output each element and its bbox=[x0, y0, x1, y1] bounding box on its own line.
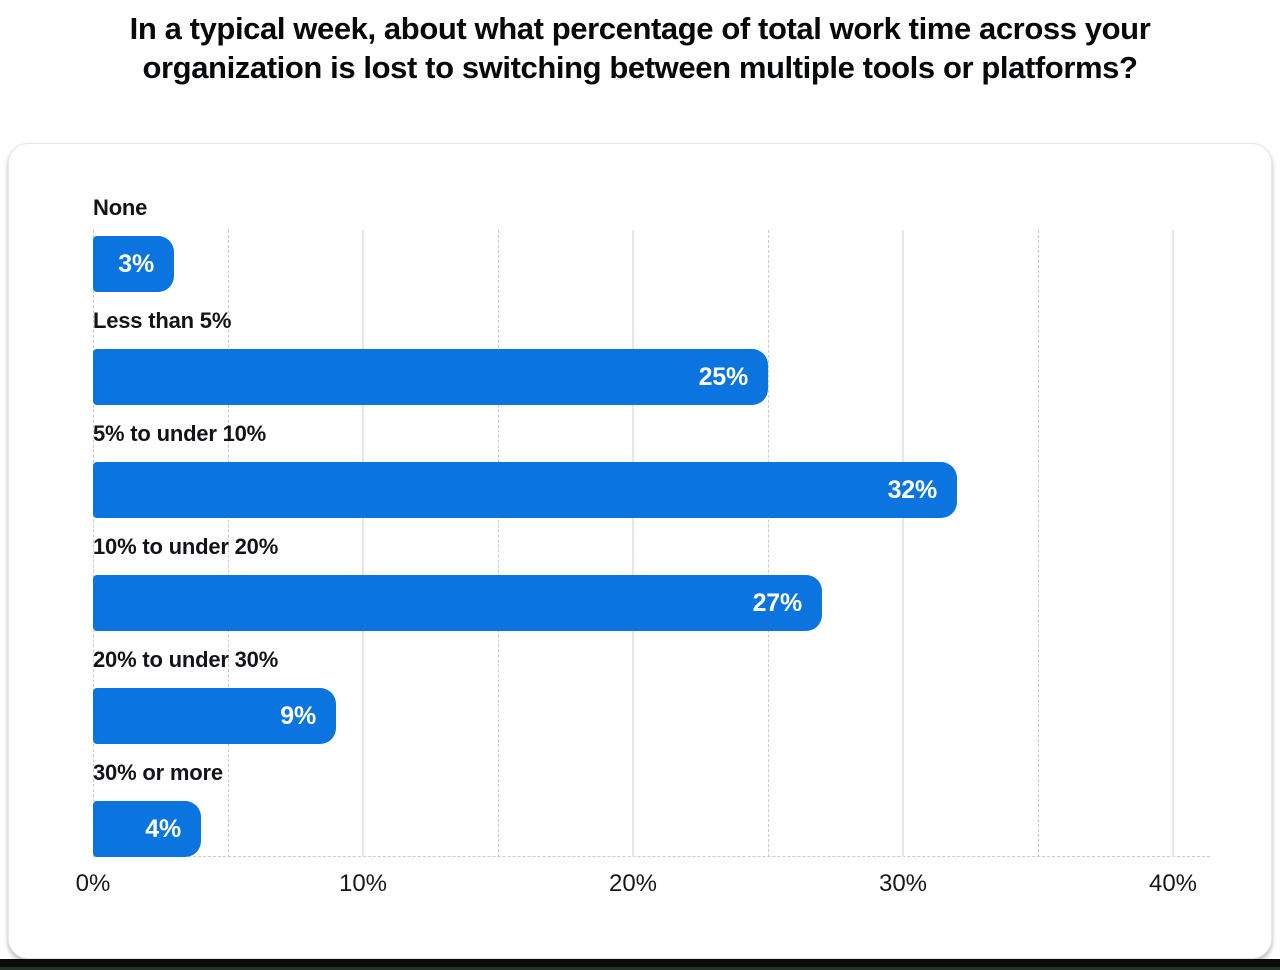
chart-row: 20% to under 30% 9% bbox=[93, 645, 1173, 758]
gridline-minor bbox=[768, 230, 769, 857]
chart-row: None 3% bbox=[93, 193, 1173, 306]
x-axis: 0% 10% 20% 30% 40% bbox=[76, 870, 1197, 900]
category-label: 20% to under 30% bbox=[93, 647, 279, 672]
x-axis-tick-label: 10% bbox=[338, 870, 388, 897]
x-axis-tick-label: 40% bbox=[1148, 870, 1198, 897]
bar-value-label: 27% bbox=[752, 588, 803, 617]
gridline-minor bbox=[93, 230, 94, 857]
plot-grid bbox=[93, 230, 1210, 857]
gridline-major bbox=[902, 230, 904, 857]
bar: 32% bbox=[93, 462, 957, 518]
gridline-minor bbox=[228, 230, 229, 857]
x-axis-tick-label: 20% bbox=[608, 870, 658, 897]
bar-value-label: 3% bbox=[118, 249, 154, 278]
plot-rows: None 3% Less than 5% 25% 5% to under 10% 32% 1… bbox=[93, 193, 1210, 857]
gridline-major bbox=[362, 230, 364, 857]
bar: 3% bbox=[93, 236, 174, 292]
gridline-major bbox=[1172, 230, 1174, 857]
chart-row: 5% to under 10% 32% bbox=[93, 419, 1173, 532]
category-label: None bbox=[93, 195, 148, 220]
category-label: 5% to under 10% bbox=[93, 421, 267, 446]
chart-card: None 3% Less than 5% 25% 5% to under 10% 32% 1… bbox=[8, 143, 1272, 959]
gridline-minor bbox=[498, 230, 499, 857]
category-label: 10% to under 20% bbox=[93, 534, 279, 559]
bar: 27% bbox=[93, 575, 822, 631]
bar-value-label: 9% bbox=[280, 701, 316, 730]
chart-row: Less than 5% 25% bbox=[93, 306, 1173, 419]
bar: 9% bbox=[93, 688, 336, 744]
survey-question-title: In a typical week, about what percentage… bbox=[129, 11, 1151, 85]
bar: 4% bbox=[93, 801, 201, 857]
bar-value-label: 25% bbox=[698, 362, 749, 391]
gridline-minor bbox=[1038, 230, 1039, 857]
bar-value-label: 32% bbox=[887, 475, 938, 504]
gridline-major bbox=[632, 230, 634, 857]
category-label: 30% or more bbox=[93, 760, 223, 785]
bar-value-label: 4% bbox=[145, 814, 181, 843]
x-axis-tick-label: 0% bbox=[75, 870, 111, 897]
x-axis-tick-label: 30% bbox=[878, 870, 928, 897]
bar: 25% bbox=[93, 349, 768, 405]
chart-row: 10% to under 20% 27% bbox=[93, 532, 1173, 645]
x-axis-baseline bbox=[93, 856, 1210, 857]
category-label: Less than 5% bbox=[93, 308, 232, 333]
bar-chart: None 3% Less than 5% 25% 5% to under 10% 32% 1… bbox=[76, 193, 1210, 900]
chart-row: 30% or more 4% bbox=[93, 758, 1173, 871]
